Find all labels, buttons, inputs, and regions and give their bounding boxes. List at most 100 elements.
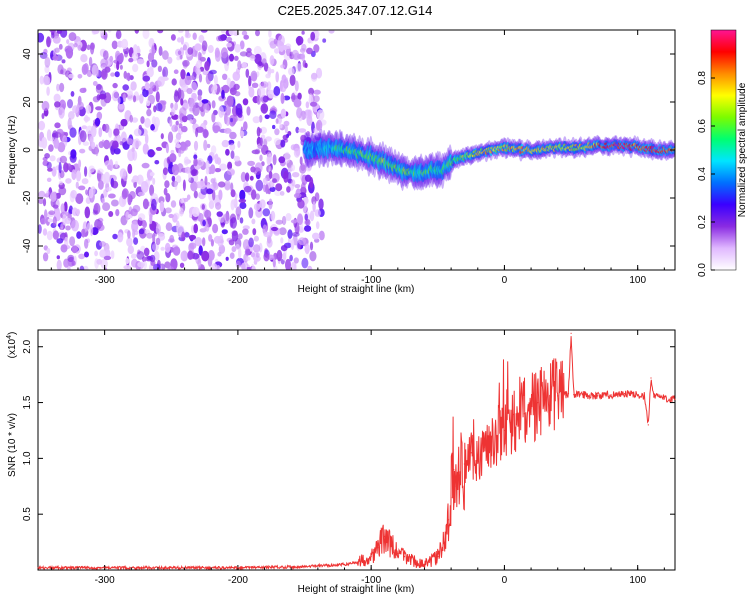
snr-point — [530, 407, 532, 409]
noise-blob — [259, 154, 263, 162]
noise-blob — [273, 86, 281, 96]
spectrogram-x-ticks: -300 -200 -100 0 100 — [50, 30, 665, 286]
noise-blob — [253, 45, 262, 56]
colorbar-tick-label: 0.4 — [697, 167, 708, 181]
noise-blob — [93, 202, 101, 215]
snr-point — [573, 394, 575, 396]
noise-blob — [315, 221, 320, 230]
noise-blob — [253, 167, 262, 176]
noise-blob — [274, 190, 282, 197]
snr-point — [567, 393, 570, 395]
noise-blob — [157, 65, 162, 73]
noise-blob — [300, 139, 305, 146]
noise-blob — [67, 99, 73, 109]
noise-blob — [130, 81, 137, 91]
noise-blob — [133, 237, 139, 245]
noise-blob — [52, 216, 57, 227]
noise-blob — [193, 158, 198, 167]
noise-blob — [63, 258, 70, 268]
noise-blob — [305, 163, 312, 172]
noise-blob — [294, 184, 301, 189]
noise-blob — [259, 137, 263, 146]
noise-blob — [239, 51, 248, 57]
snr-point — [470, 452, 472, 454]
noise-blob — [58, 43, 63, 50]
noise-blob — [38, 224, 42, 234]
noise-blob — [293, 193, 302, 199]
noise-blob — [56, 259, 62, 270]
noise-blob — [301, 43, 307, 51]
noise-blob — [103, 171, 111, 184]
noise-blob — [71, 260, 76, 266]
noise-blob — [186, 194, 191, 200]
snr-point — [643, 395, 645, 397]
noise-blob — [146, 108, 152, 117]
noise-blob — [161, 76, 169, 82]
noise-blob — [266, 238, 273, 248]
noise-blob — [272, 258, 276, 268]
noise-blob — [149, 184, 155, 197]
noise-blob — [85, 189, 89, 195]
noise-blob — [90, 42, 95, 55]
noise-blob — [239, 130, 245, 138]
noise-blob — [101, 197, 105, 204]
noise-blob — [188, 75, 195, 81]
noise-blob — [63, 162, 69, 173]
noise-blob — [203, 103, 210, 113]
noise-blob — [169, 153, 177, 163]
noise-blob — [191, 206, 200, 218]
noise-blob — [212, 125, 221, 132]
noise-blob — [109, 55, 114, 63]
y-tick-label: 20 — [22, 96, 33, 108]
noise-blob — [249, 246, 253, 252]
noise-blob — [198, 100, 203, 107]
noise-blob — [167, 266, 175, 270]
noise-blob — [217, 251, 222, 257]
noise-blob — [50, 191, 57, 203]
noise-blob — [252, 244, 261, 253]
snr-point — [583, 394, 586, 396]
noise-blob — [241, 262, 246, 270]
noise-blob — [315, 67, 323, 79]
noise-blob — [95, 144, 99, 157]
noise-blob — [44, 209, 48, 221]
noise-blob — [142, 143, 149, 155]
noise-blob — [113, 148, 121, 155]
noise-blob — [194, 237, 203, 247]
noise-blob — [97, 69, 102, 78]
snr-point — [523, 413, 526, 415]
noise-blob — [77, 74, 83, 79]
noise-blob — [187, 47, 194, 55]
noise-blob — [297, 199, 305, 209]
noise-blob — [107, 30, 112, 33]
noise-blob — [111, 40, 118, 50]
noise-blob — [181, 125, 188, 133]
noise-blob — [241, 30, 248, 36]
noise-blob — [89, 136, 95, 143]
noise-blob — [313, 95, 320, 103]
noise-blob — [146, 67, 154, 78]
noise-blob — [306, 47, 313, 55]
noise-blob — [91, 30, 100, 35]
snr-point — [657, 395, 659, 397]
colorbar-frame — [710, 29, 737, 271]
noise-blob — [221, 229, 228, 235]
colorbar: 0.0 0.2 0.4 0.6 0.8 Normalized spectral ampl… — [697, 29, 748, 277]
snr-point — [437, 556, 439, 558]
noise-blob — [137, 191, 145, 197]
noise-blob — [189, 242, 197, 249]
noise-blob — [179, 107, 187, 117]
snr-point — [463, 463, 465, 465]
noise-blob — [142, 198, 149, 210]
snr-point — [410, 558, 412, 560]
noise-blob — [245, 68, 250, 78]
noise-blob — [218, 34, 225, 42]
noise-blob — [44, 56, 51, 68]
noise-blob — [276, 249, 283, 262]
snr-point — [610, 394, 612, 396]
noise-blob — [138, 228, 145, 235]
noise-blob — [84, 114, 89, 123]
noise-blob — [216, 211, 223, 217]
noise-blob — [246, 47, 252, 53]
noise-blob — [231, 246, 237, 253]
